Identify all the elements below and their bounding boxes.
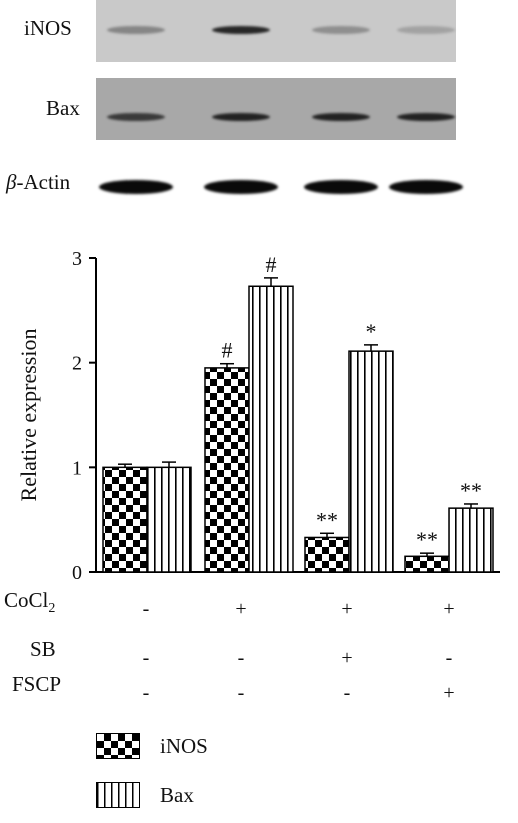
treatment-name: CoCl [4, 588, 49, 612]
bar-inos [102, 466, 148, 573]
significance-marker: ** [460, 478, 482, 503]
blot-band [389, 180, 463, 194]
significance-marker: ** [316, 507, 338, 532]
treatment-subscript: 2 [48, 601, 56, 617]
treatment-sign: + [443, 682, 455, 704]
legend-label: iNOS [160, 734, 208, 758]
blot-band [212, 113, 270, 121]
actin-text: -Actin [16, 170, 71, 194]
treatment-sign: + [341, 647, 353, 669]
y-tick-label: 1 [72, 457, 82, 479]
blot-band [312, 113, 370, 121]
treatment-sign: - [142, 598, 150, 620]
blot-band [397, 113, 455, 121]
treatment-name: SB [30, 637, 56, 661]
blot-band [204, 180, 278, 194]
blot-band [304, 180, 378, 194]
y-tick-label: 2 [72, 353, 82, 375]
blot-band [212, 26, 270, 34]
blot-band [312, 26, 370, 34]
treatment-sign: - [237, 682, 245, 704]
western-blot-panel: iNOS Bax β-Actin [0, 0, 518, 225]
blot-label-bax: Bax [46, 96, 80, 120]
treatment-name: FSCP [12, 672, 62, 696]
bar-bax [248, 285, 294, 573]
treatment-label: FSCP [12, 672, 61, 697]
y-tick-label: 3 [72, 248, 82, 270]
legend-swatch-bax [96, 782, 140, 808]
treatment-sign: - [445, 647, 453, 669]
blot-strip-inos [96, 0, 456, 62]
y-axis-label: Relative expression [16, 329, 41, 502]
blot-band [397, 26, 455, 34]
bar-bax [146, 466, 192, 573]
treatment-sign: - [142, 682, 150, 704]
y-tick-label: 0 [72, 562, 82, 584]
treatment-sign: + [443, 598, 455, 620]
treatment-label: SB [30, 637, 56, 662]
bar-inos [304, 536, 350, 573]
legend-swatch-inos [96, 733, 140, 759]
blot-strip-actin [96, 160, 463, 210]
blot-band [99, 180, 173, 194]
significance-marker: # [266, 252, 277, 277]
bar-bax [448, 507, 494, 573]
bar-inos [204, 367, 250, 573]
treatment-sign: + [341, 598, 353, 620]
blot-strip-bax [96, 78, 456, 140]
blot-band [107, 26, 165, 34]
blot-label-inos: iNOS [24, 16, 72, 40]
significance-marker: * [366, 319, 377, 344]
significance-marker: ** [416, 527, 438, 552]
treatment-sign: + [235, 598, 247, 620]
beta-symbol: β [6, 170, 17, 194]
bar-inos [404, 555, 450, 573]
bar-bax [348, 350, 394, 573]
treatment-label: CoCl2 [4, 588, 55, 617]
blot-label-actin: β-Actin [6, 170, 70, 195]
legend-label: Bax [160, 783, 194, 807]
treatment-sign: - [343, 682, 351, 704]
treatment-sign: - [142, 647, 150, 669]
significance-marker: # [222, 338, 233, 363]
blot-band [107, 113, 165, 121]
treatment-sign: - [237, 647, 245, 669]
